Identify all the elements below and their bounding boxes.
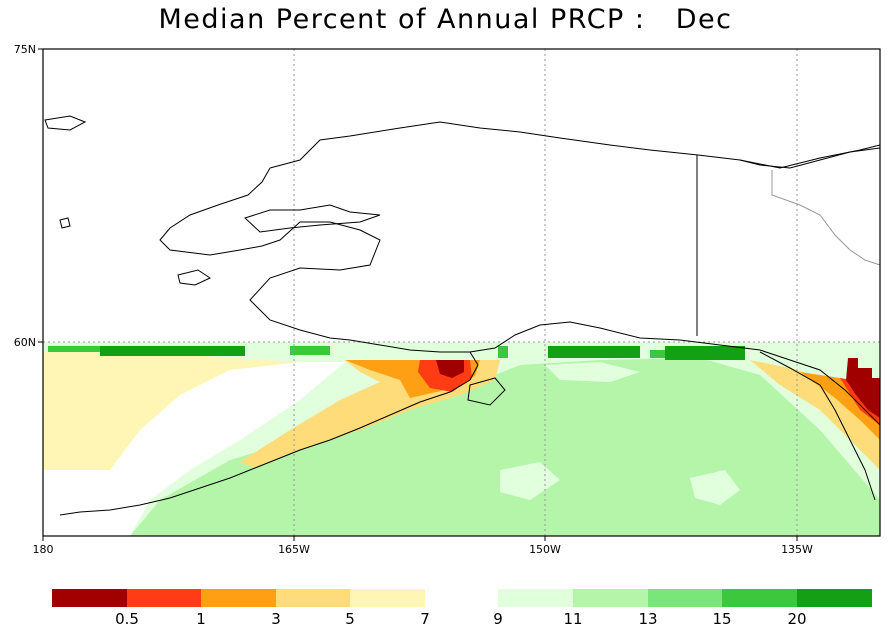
yukon-nwt-border [771, 170, 881, 266]
field-white-7-9 [43, 362, 345, 536]
field-darkgreen-band-west [100, 346, 245, 356]
seward-peninsula [244, 204, 381, 233]
aleutian-chain [59, 497, 171, 516]
legend-label-13: 13 [638, 610, 657, 628]
legend-label-3: 3 [271, 610, 281, 628]
precip-field [43, 342, 880, 536]
legend-label-15: 15 [712, 610, 731, 628]
lon-label-165w: 165W [278, 543, 310, 556]
legend-bin-13-15 [648, 589, 722, 607]
coastline [44, 115, 880, 516]
legend-label-0.5: 0.5 [115, 610, 139, 628]
panhandle-coast [759, 351, 876, 501]
lat-label-75n: 75N [14, 43, 36, 56]
legend-label-9: 9 [493, 610, 503, 628]
field-darkred-lt-0.5 [436, 360, 464, 378]
field-green-band-b [290, 346, 330, 355]
alaska-peninsula [169, 351, 479, 499]
legend-label-7: 7 [420, 610, 430, 628]
field-green-band-east-edge [650, 350, 665, 358]
field-darkgreen-band-east [665, 346, 745, 360]
lon-label-135w: 135W [781, 543, 813, 556]
field-light-green-patch-a [500, 462, 560, 500]
legend-bin-11-13 [573, 589, 648, 607]
alaska-west-coast [159, 167, 381, 341]
legend-bin-9-11 [498, 589, 573, 607]
legend-bin-gt-20 [797, 589, 872, 607]
alaska-north-coast [269, 121, 880, 169]
axis-ticks [38, 48, 798, 541]
nunivak-island [177, 269, 212, 286]
legend-bin-1-3 [201, 589, 276, 607]
field-green-11-13 [130, 358, 880, 536]
legend-bin-lt-0.5 [52, 589, 127, 607]
field-green-band-west-edge [48, 346, 100, 352]
legend-bin-15-20 [722, 589, 797, 607]
plot-frame [42, 48, 881, 537]
province-border [771, 170, 881, 266]
legend-label-1: 1 [196, 610, 206, 628]
color-legend: 0.5 1 3 5 7 9 11 13 15 20 [52, 589, 872, 628]
field-green-band-c [498, 346, 508, 358]
legend-label-11: 11 [563, 610, 582, 628]
field-pale-yellow-west-b [55, 375, 150, 400]
legend-bin-5-7 [350, 589, 425, 607]
canada-coast [739, 147, 880, 169]
field-light-green-patch-b [690, 470, 740, 505]
field-panhandle-darkred [846, 358, 880, 418]
st-lawrence-island [44, 115, 87, 131]
st-matthew-island [59, 217, 71, 229]
lon-label-180: 180 [33, 543, 54, 556]
lon-label-150w: 150W [529, 543, 561, 556]
kodiak-island [467, 377, 506, 406]
legend-label-5: 5 [345, 610, 355, 628]
lat-label-60n: 60N [14, 336, 36, 349]
field-light-green-patch-c [545, 362, 640, 382]
legend-bin-0.5-1 [127, 589, 201, 607]
map-title: Median Percent of Annual PRCP : Dec [158, 4, 733, 35]
field-darkgreen-band-mid [548, 346, 640, 358]
gridlines [43, 49, 880, 536]
legend-label-20: 20 [787, 610, 806, 628]
alaska-south-coast [349, 321, 880, 426]
legend-bin-3-5 [276, 589, 350, 607]
